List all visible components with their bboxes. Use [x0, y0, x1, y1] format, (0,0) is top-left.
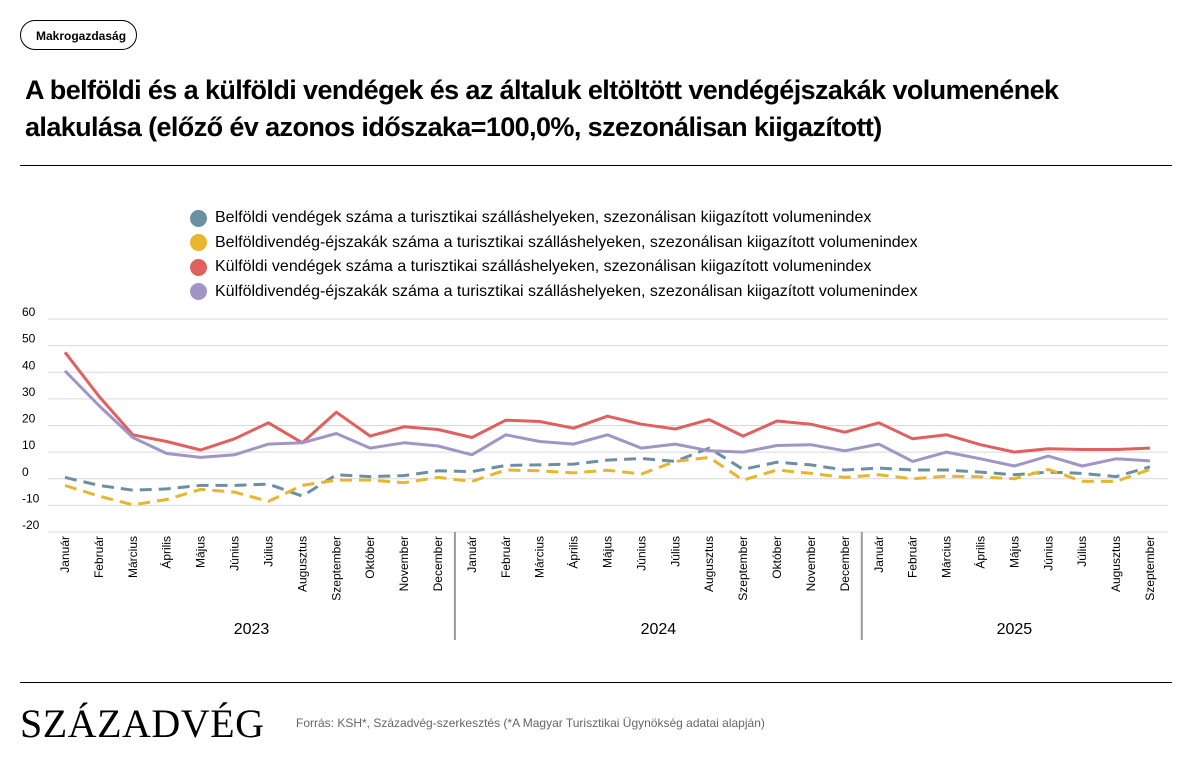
x-tick-label: Szeptember [329, 536, 343, 601]
legend-label: Külföldivendég-éjszakák száma a turiszti… [215, 282, 918, 300]
x-tick-label: Március [533, 536, 547, 578]
x-tick-label: Október [363, 536, 377, 579]
legend-label: Belföldivendég-éjszakák száma a turiszti… [215, 233, 918, 251]
legend-marker [190, 283, 207, 301]
series-line-1 [64, 446, 1151, 498]
x-tick-label: Augusztus [295, 536, 309, 592]
series-line-3 [63, 351, 1151, 454]
year-label: 2024 [641, 621, 677, 638]
y-tick-label: 30 [22, 385, 36, 399]
year-label: 2025 [997, 621, 1033, 638]
x-tick-label: Január [465, 536, 479, 573]
legend-item-belfoldi-vendegek: Belföldi vendégek száma a turisztikai sz… [190, 206, 918, 231]
legend-marker [190, 209, 207, 227]
category-tag[interactable]: Makrogazdaság [20, 20, 137, 50]
x-tick-label: Július [261, 536, 275, 567]
x-tick-label: Január [872, 536, 886, 573]
x-tick-label: Szeptember [1143, 536, 1157, 601]
bottom-divider [20, 682, 1172, 683]
top-divider [20, 165, 1172, 166]
x-tick-label: December [838, 536, 852, 591]
chart-legend: Belföldi vendégek száma a turisztikai sz… [190, 206, 918, 304]
x-tick-label: Március [126, 536, 140, 578]
x-tick-label: December [431, 536, 445, 591]
legend-label: Külföldi vendégek száma a turisztikai sz… [215, 258, 872, 276]
y-tick-label: -10 [22, 491, 40, 505]
x-tick-label: Április [972, 536, 987, 569]
x-tick-label: November [397, 536, 411, 591]
x-tick-label: Június [1041, 536, 1055, 571]
x-tick-label: Július [668, 536, 682, 567]
legend-marker [190, 258, 207, 276]
x-tick-label: Március [940, 536, 954, 578]
legend-item-belfoldi-ejszakak: Belföldivendég-éjszakák száma a turiszti… [190, 231, 918, 256]
brand-logo: SZÁZADVÉG [20, 701, 265, 746]
x-tick-label: Április [566, 536, 581, 569]
y-tick-label: 50 [22, 332, 36, 346]
x-tick-label: Augusztus [702, 536, 716, 592]
y-tick-label: 40 [22, 358, 36, 372]
x-tick-label: Február [906, 536, 920, 578]
year-label: 2023 [234, 621, 270, 638]
x-tick-label: Május [601, 536, 615, 568]
y-tick-label: 10 [22, 438, 36, 452]
legend-item-kulfoldi-ejszakak: Külföldivendég-éjszakák száma a turiszti… [190, 280, 918, 305]
x-tick-label: Május [1007, 536, 1021, 568]
x-tick-label: Január [58, 536, 72, 573]
legend-label: Belföldi vendégek száma a turisztikai sz… [215, 209, 872, 227]
x-tick-label: Augusztus [1109, 536, 1123, 592]
x-tick-label: Október [770, 536, 784, 579]
x-tick-label: Június [228, 536, 242, 571]
y-tick-label: 60 [22, 305, 36, 319]
y-tick-label: 0 [22, 465, 29, 479]
legend-marker [190, 234, 207, 252]
x-tick-label: Szeptember [736, 536, 750, 601]
chart-title: A belföldi és a külföldi vendégek és az … [25, 75, 1059, 142]
x-tick-label: November [804, 536, 818, 591]
x-tick-label: Június [634, 536, 648, 571]
y-tick-label: -20 [22, 518, 40, 532]
source-note: Forrás: KSH*, Századvég-szerkesztés (*A … [296, 716, 765, 730]
x-tick-label: Július [1075, 536, 1089, 567]
legend-item-kulfoldi-vendegek: Külföldi vendégek száma a turisztikai sz… [190, 255, 918, 280]
y-tick-label: 20 [22, 412, 36, 426]
x-tick-label: Február [499, 536, 513, 578]
x-tick-label: Május [194, 536, 208, 568]
x-tick-label: Április [159, 536, 174, 569]
line-chart: 60 50 40 30 20 10 0 -10 -20 Január Február Március Á… [22, 305, 1168, 640]
x-tick-label: Február [92, 536, 106, 578]
series-line-4 [63, 369, 1151, 468]
series-line-2 [64, 455, 1151, 507]
